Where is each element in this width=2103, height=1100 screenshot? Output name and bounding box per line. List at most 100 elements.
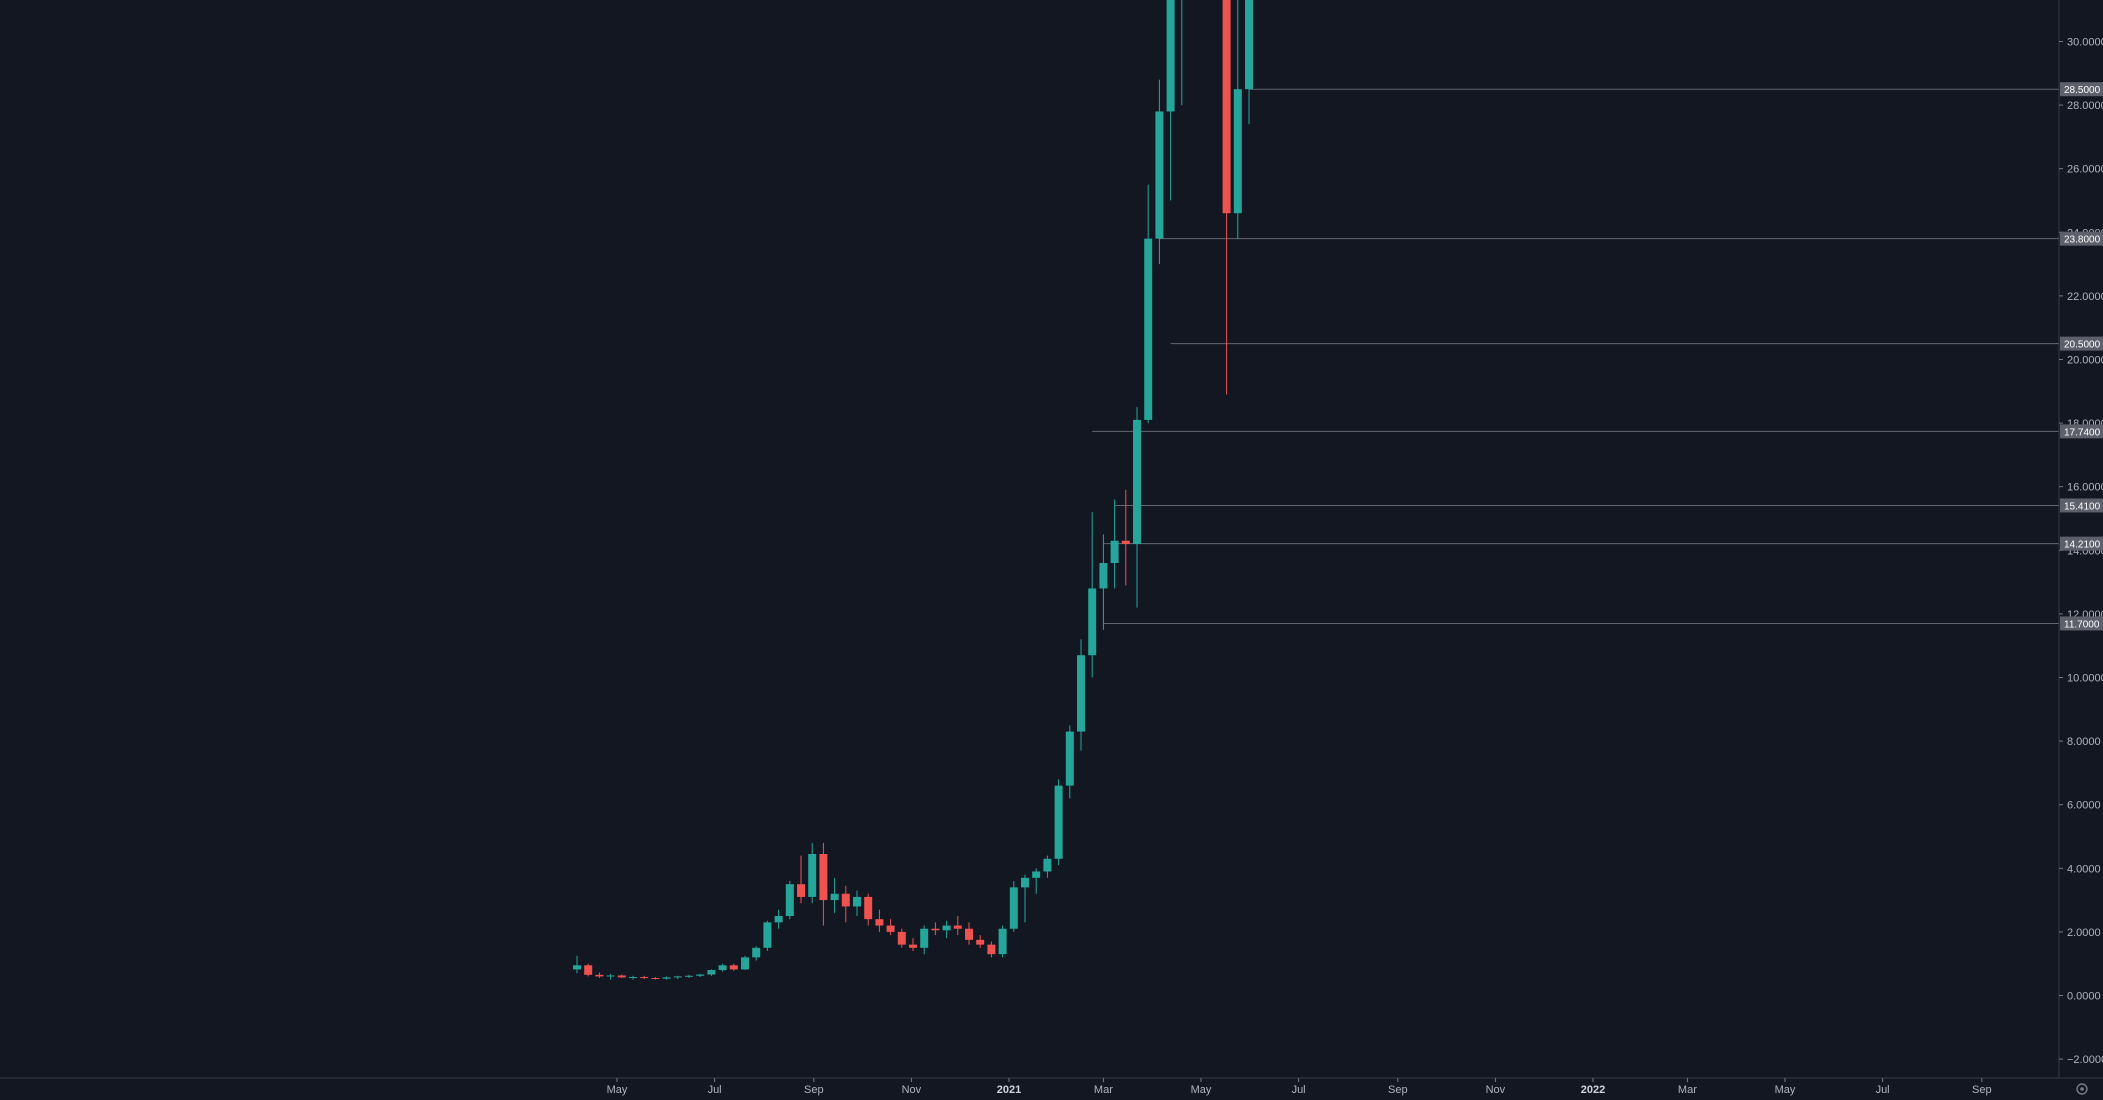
x-tick-label: Sep [804,1084,824,1096]
candle[interactable] [920,925,929,955]
x-tick-label: Jul [708,1084,722,1096]
candle[interactable] [763,920,772,951]
candle[interactable] [707,969,716,976]
candle[interactable] [1009,881,1018,932]
candle-body [651,978,660,980]
candle[interactable] [1021,874,1029,923]
candle[interactable] [987,941,996,958]
candle-body [841,893,850,907]
candle[interactable] [752,946,761,961]
candle[interactable] [819,842,828,926]
candle[interactable] [1099,534,1108,630]
candle[interactable] [976,935,985,948]
level-price-label: 15.4100 [2064,501,2101,512]
gear-icon-center [2080,1087,2084,1091]
candle[interactable] [1166,0,1175,201]
candle-body [741,957,749,970]
candle[interactable] [640,975,649,979]
candle-body [662,977,671,979]
candle[interactable] [1233,0,1242,239]
candle-body [1099,563,1108,589]
candle-body [763,922,772,948]
candle-body [1043,858,1052,872]
candle[interactable] [1155,79,1164,265]
candle-body [1009,887,1018,929]
gear-icon[interactable] [2076,1083,2088,1095]
candle[interactable] [741,955,749,971]
x-tick-label: Sep [1972,1084,1992,1096]
candle[interactable] [1133,407,1141,608]
candle[interactable] [651,977,660,980]
chart-settings-button[interactable] [2076,1083,2088,1095]
candle[interactable] [841,885,850,923]
candle-body [707,970,716,975]
candle[interactable] [718,963,727,972]
level-price-label: 23.8000 [2064,235,2101,246]
x-tick-label: Nov [1486,1084,1506,1096]
candle-body [1021,877,1029,888]
candle[interactable] [617,974,626,979]
candle-body [1222,0,1231,214]
candle[interactable] [853,890,861,916]
candle[interactable] [808,842,817,904]
candle[interactable] [931,922,940,936]
candle[interactable] [1144,184,1153,424]
candle[interactable] [573,955,581,974]
candle-body [673,976,682,978]
candle-body [1166,0,1175,112]
candle[interactable] [595,972,604,979]
level-price-badge [2060,231,2103,246]
candle-body [1054,785,1063,859]
candle-body [1110,540,1119,564]
candle[interactable] [1110,499,1119,589]
candle[interactable] [1043,855,1052,878]
candle[interactable] [1222,0,1231,395]
candle[interactable] [584,963,593,977]
candle[interactable] [875,909,884,932]
candle[interactable] [965,922,973,945]
candle[interactable] [1077,639,1085,751]
candle[interactable] [1054,779,1063,866]
candle-body [1032,871,1041,878]
candle-body [953,925,962,929]
y-tick-label: 30.0000 [2067,37,2103,49]
candle-body [808,853,817,897]
candle[interactable] [673,975,682,979]
candle[interactable] [998,925,1007,958]
candle[interactable] [953,916,962,936]
candle-body [785,884,794,916]
candle-body [718,965,727,971]
candle-body [617,975,626,978]
candle[interactable] [1088,512,1097,678]
candle[interactable] [1121,489,1130,586]
candle[interactable] [942,920,951,939]
candle[interactable] [864,893,873,926]
candle[interactable] [897,928,906,948]
candle-body [1121,540,1130,544]
candle[interactable] [830,877,839,913]
candle[interactable] [774,909,783,929]
y-tick-label: 2.0000 [2067,927,2101,939]
candle[interactable] [629,975,637,980]
candle[interactable] [1032,868,1041,894]
candle[interactable] [662,976,671,980]
y-tick-label: 8.0000 [2067,736,2101,748]
candle[interactable] [886,919,895,936]
candle[interactable] [797,855,805,904]
candle[interactable] [1245,0,1253,125]
candle-body [774,916,783,923]
candle[interactable] [685,974,693,979]
x-tick-label: 2021 [997,1084,1021,1096]
candle[interactable] [729,963,738,971]
candle[interactable] [606,973,615,980]
candle[interactable] [696,973,705,978]
candle-body [987,944,996,955]
level-price-badge [2060,616,2103,631]
candle[interactable] [1065,725,1074,799]
y-tick-label: 0.0000 [2067,991,2101,1003]
candle[interactable] [785,881,794,920]
candle[interactable] [909,938,917,951]
